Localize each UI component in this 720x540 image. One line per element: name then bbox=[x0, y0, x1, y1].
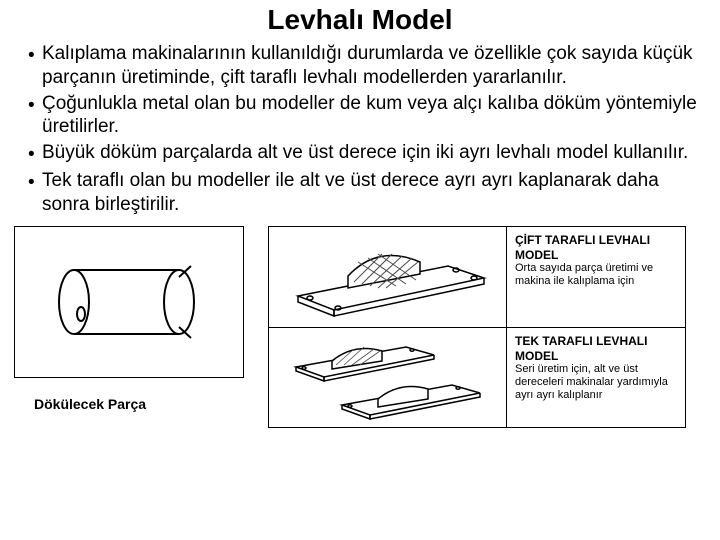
figure-right-row: ÇİFT TARAFLI LEVHALI MODEL Orta sayıda p… bbox=[269, 227, 685, 327]
figure-left: Dökülecek Parça bbox=[14, 226, 244, 412]
page-title: Levhalı Model bbox=[0, 0, 720, 42]
bullet-dot-icon: • bbox=[28, 169, 42, 195]
bullet-dot-icon: • bbox=[28, 141, 42, 167]
figure-right-row: TEK TARAFLI LEVHALI MODEL Seri üretim iç… bbox=[269, 327, 685, 427]
figure-right-image bbox=[269, 328, 507, 427]
bullet-item: • Çoğunlukla metal olan bu modeller de k… bbox=[28, 92, 702, 140]
bullet-item: • Tek taraflı olan bu modeller ile alt v… bbox=[28, 169, 702, 217]
cylinder-part-icon bbox=[29, 242, 229, 362]
double-plate-model-icon bbox=[278, 232, 498, 322]
bullet-list: • Kalıplama makinalarının kullanıldığı d… bbox=[0, 42, 720, 216]
bullet-item: • Kalıplama makinalarının kullanıldığı d… bbox=[28, 42, 702, 90]
bullet-dot-icon: • bbox=[28, 42, 42, 68]
bullet-text: Çoğunlukla metal olan bu modeller de kum… bbox=[42, 92, 702, 140]
figure-right-title: TEK TARAFLI LEVHALI MODEL bbox=[515, 334, 679, 363]
bullet-text: Tek taraflı olan bu modeller ile alt ve … bbox=[42, 169, 702, 217]
figure-right-desc: Orta sayıda parça üretimi ve makina ile … bbox=[515, 262, 679, 288]
bullet-dot-icon: • bbox=[28, 92, 42, 118]
figure-right: ÇİFT TARAFLI LEVHALI MODEL Orta sayıda p… bbox=[268, 226, 686, 428]
bullet-item: • Büyük döküm parçalarda alt ve üst dere… bbox=[28, 141, 702, 167]
single-plate-model-icon bbox=[278, 333, 498, 423]
figure-right-title: ÇİFT TARAFLI LEVHALI MODEL bbox=[515, 233, 679, 262]
figure-right-image bbox=[269, 227, 507, 327]
bullet-text: Büyük döküm parçalarda alt ve üst derece… bbox=[42, 141, 702, 165]
figure-left-caption: Dökülecek Parça bbox=[34, 396, 244, 412]
figure-right-text: TEK TARAFLI LEVHALI MODEL Seri üretim iç… bbox=[507, 328, 685, 427]
bullet-text: Kalıplama makinalarının kullanıldığı dur… bbox=[42, 42, 702, 90]
figure-right-text: ÇİFT TARAFLI LEVHALI MODEL Orta sayıda p… bbox=[507, 227, 685, 327]
figure-left-image bbox=[14, 226, 244, 378]
figure-right-desc: Seri üretim için, alt ve üst dereceleri … bbox=[515, 363, 679, 403]
